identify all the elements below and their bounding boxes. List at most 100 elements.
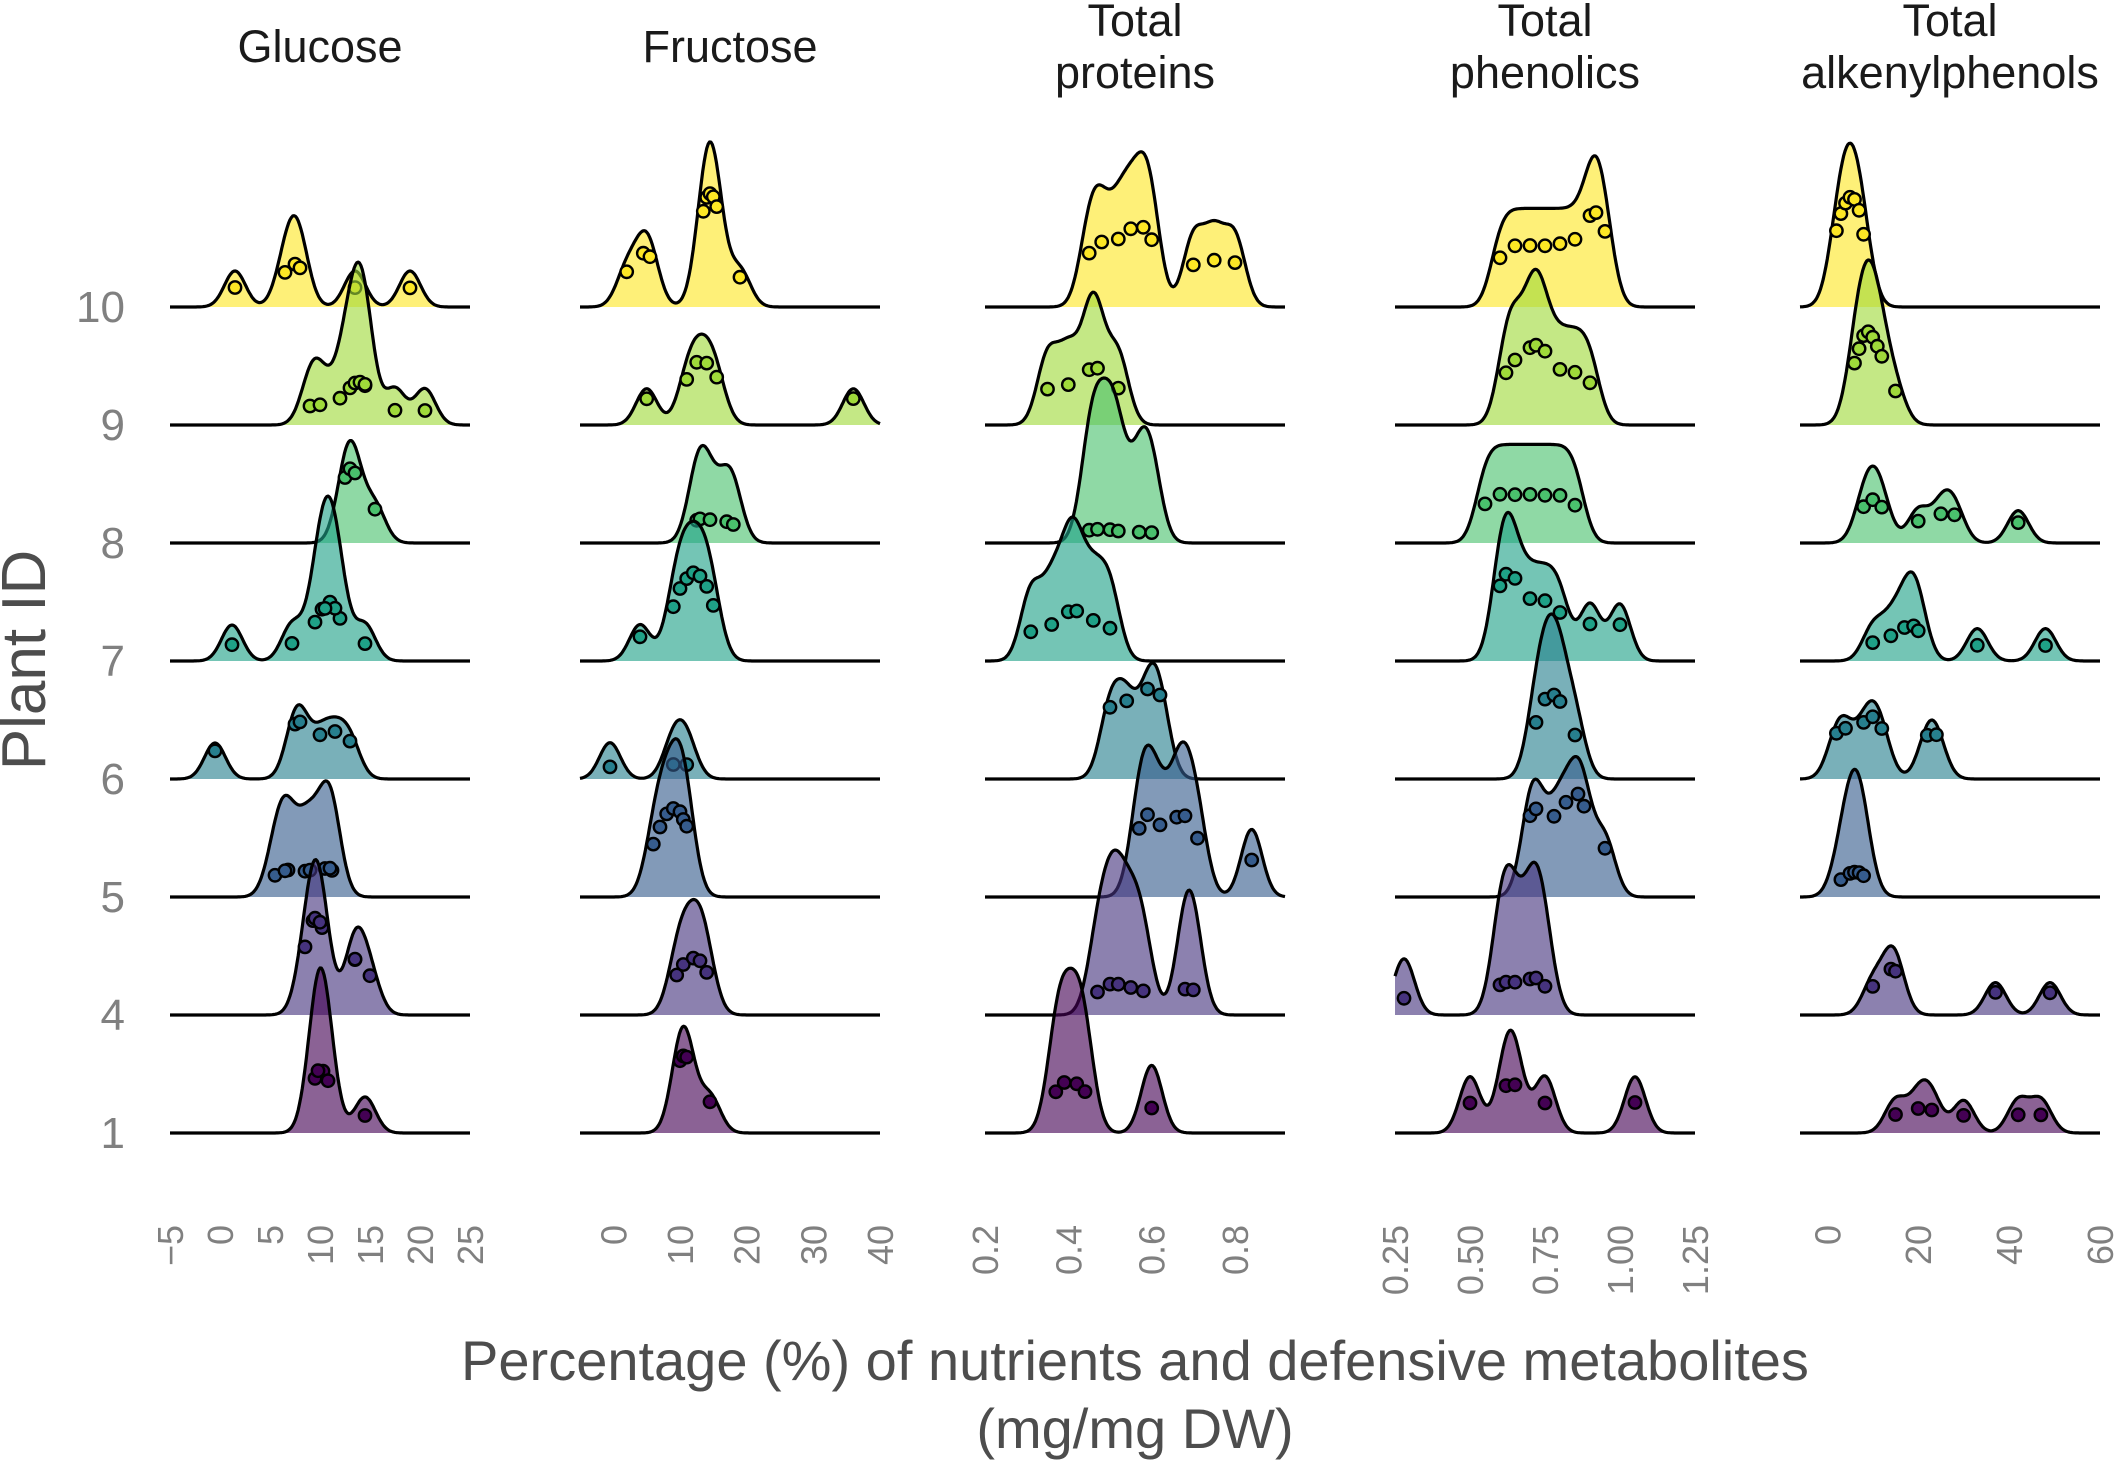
density-fill <box>985 741 1285 897</box>
data-point <box>2038 638 2053 653</box>
data-point <box>277 863 293 879</box>
data-point <box>725 517 741 532</box>
data-point <box>1865 635 1881 650</box>
data-point <box>632 629 648 645</box>
data-point <box>1856 868 1872 884</box>
density-fill <box>1800 571 2100 661</box>
density-line <box>1394 612 1696 781</box>
density-line <box>1394 442 1696 545</box>
data-point <box>1627 1095 1643 1110</box>
y-tick-label: 7 <box>101 637 125 686</box>
density-line <box>1799 141 2101 309</box>
density-line <box>169 966 471 1135</box>
data-point <box>1988 985 2003 1000</box>
x-axis-title-line2: (mg/mg DW) <box>976 1397 1293 1460</box>
ridge-5 <box>579 737 881 899</box>
density-fill <box>1395 155 1695 307</box>
density-fill <box>580 899 880 1015</box>
y-tick-label: 8 <box>101 519 125 568</box>
panel-title-line: Total <box>1087 0 1182 46</box>
data-point <box>1206 252 1222 268</box>
data-point <box>679 1049 695 1065</box>
data-point <box>1537 1095 1553 1111</box>
data-point <box>1048 1084 1064 1100</box>
data-point <box>1537 343 1553 359</box>
ridge-4 <box>1799 944 2101 1017</box>
data-point <box>1131 821 1147 836</box>
data-point <box>1498 365 1514 381</box>
data-point <box>1110 523 1126 539</box>
data-point <box>1090 984 1105 1000</box>
density-line <box>169 779 471 899</box>
data-point <box>1522 486 1538 502</box>
data-point <box>1227 255 1243 270</box>
ridge-10 <box>579 140 881 309</box>
y-tick-label: 1 <box>101 1109 125 1158</box>
data-point <box>702 512 718 528</box>
data-point <box>665 599 681 615</box>
density-fill <box>1395 1030 1695 1133</box>
data-point <box>1090 521 1105 537</box>
density-line <box>1799 464 2101 545</box>
data-point <box>1888 963 1903 979</box>
y-axis-ticks: 1 4 5 6 7 8 9 10 <box>76 283 125 1158</box>
ridge-1 <box>169 966 471 1135</box>
data-point <box>1144 232 1160 248</box>
data-point <box>669 967 685 983</box>
data-point <box>1123 980 1139 995</box>
data-point <box>367 501 383 517</box>
data-point <box>699 355 715 371</box>
x-tick-label: 0.2 <box>965 1225 1006 1275</box>
ridge-8 <box>984 376 1286 545</box>
data-point <box>652 819 668 835</box>
ridge-1 <box>984 966 1286 1135</box>
data-point <box>845 391 861 406</box>
data-point <box>695 203 711 219</box>
ridge-7 <box>579 519 881 663</box>
density-fill <box>580 142 880 307</box>
data-point <box>1537 593 1553 609</box>
data-point <box>1040 381 1055 397</box>
data-point <box>692 568 708 584</box>
ridge-5 <box>1799 767 2101 899</box>
data-point <box>1851 202 1867 218</box>
ridge-5 <box>984 740 1286 899</box>
x-tick-label: 40 <box>1989 1225 2030 1265</box>
ridge-6 <box>1799 699 2101 781</box>
ridge-6 <box>169 703 471 781</box>
ridge-9 <box>1394 267 1696 427</box>
data-point <box>292 714 308 730</box>
data-point <box>1537 238 1553 254</box>
data-point <box>1110 231 1126 247</box>
data-point <box>1056 1075 1072 1090</box>
data-point <box>1888 1107 1903 1122</box>
ridge-7 <box>984 515 1286 663</box>
ridge-1 <box>1799 1078 2101 1135</box>
data-point <box>1135 219 1151 235</box>
data-point <box>1244 852 1260 868</box>
data-point <box>1947 507 1962 523</box>
data-point <box>1094 234 1110 250</box>
density-line <box>1799 767 2101 899</box>
ridge-10 <box>1799 141 2101 309</box>
y-tick-label: 9 <box>101 401 125 450</box>
density-line <box>579 519 881 663</box>
x-tick-label: 0 <box>593 1225 634 1245</box>
density-fill <box>580 334 880 425</box>
density-fill <box>1800 143 2100 307</box>
data-point <box>312 727 328 743</box>
data-point <box>307 614 323 630</box>
data-point <box>1177 808 1193 824</box>
data-point <box>1567 727 1583 743</box>
data-point <box>1851 341 1867 357</box>
data-point <box>417 403 433 418</box>
density-fill <box>580 738 880 897</box>
panel-title: Glucose <box>237 21 402 72</box>
data-point <box>1152 687 1168 703</box>
data-point <box>1492 486 1508 502</box>
density-line <box>1394 267 1696 427</box>
